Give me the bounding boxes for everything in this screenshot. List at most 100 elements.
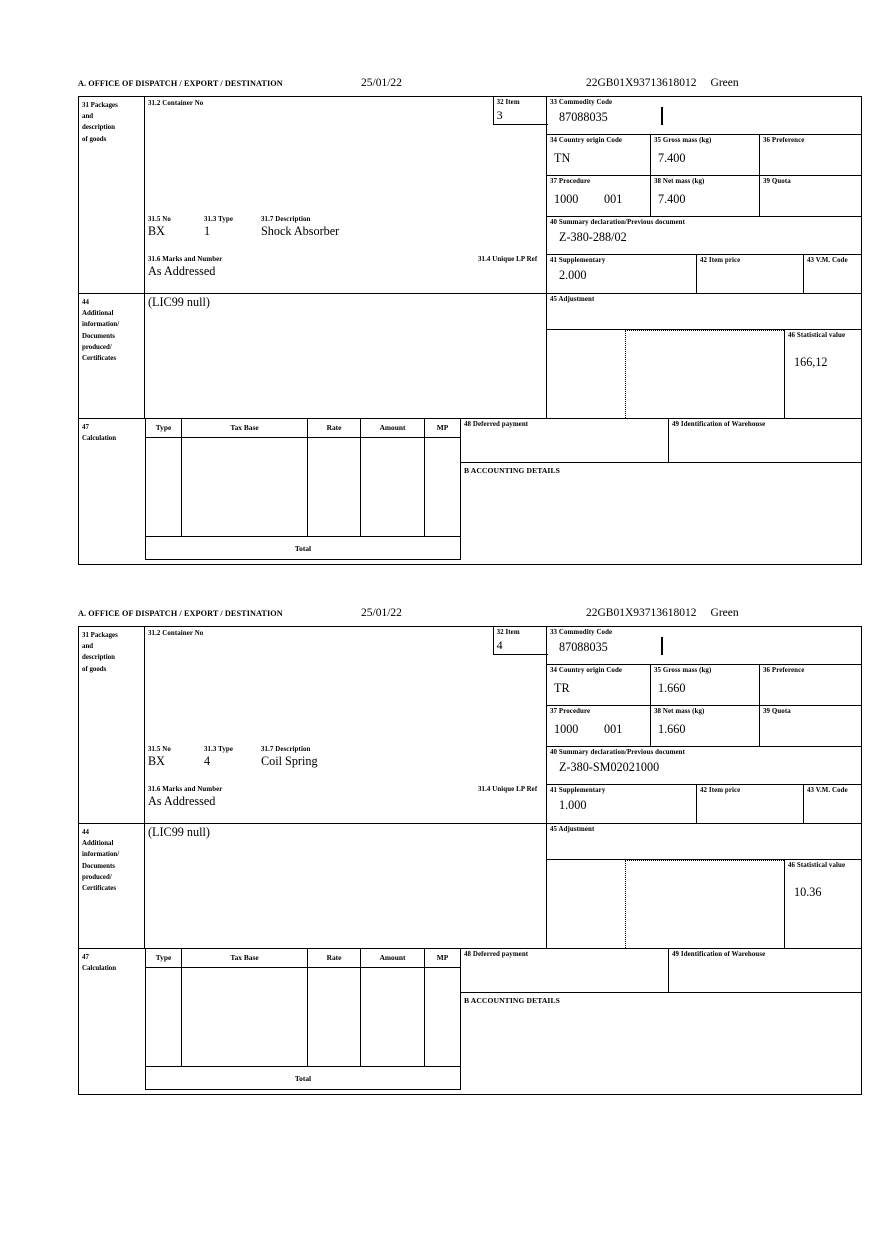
box36-label: 36 Preference [763, 137, 805, 144]
sheet-header: A. OFFICE OF DISPATCH / EXPORT / DESTINA… [78, 77, 862, 96]
declaration-grid: 31 Packages and description of goods 31.… [78, 96, 862, 565]
box42-label: 42 Item price [700, 787, 741, 794]
box34-value: TN [554, 151, 571, 165]
box37-value: 1000 [554, 722, 579, 736]
box42-item-price: 42 Item price [697, 785, 804, 823]
calc-col-rate: Rate [308, 419, 361, 437]
box37-label: 37 Procedure [550, 708, 591, 715]
box31-5-label: 31.5 No [148, 216, 171, 223]
box33-divider-tick [661, 637, 663, 655]
box33-commodity-code: 33 Commodity Code 87088035 [547, 97, 861, 135]
calc-cell-tax-base [182, 968, 308, 1066]
declaration-sheet-1: A. OFFICE OF DISPATCH / EXPORT / DESTINA… [78, 77, 862, 565]
box35-gross-mass: 35 Gross mass (kg) 1.660 [651, 665, 760, 706]
box32-value: 3 [496, 108, 503, 122]
box45-adjustment: 45 Adjustment [547, 294, 861, 330]
box33-label: 33 Commodity Code [550, 99, 613, 106]
box40-value: Z-380-SM02021000 [559, 760, 660, 774]
calc-cell-type [146, 968, 182, 1066]
sheet-header: A. OFFICE OF DISPATCH / EXPORT / DESTINA… [78, 607, 862, 626]
box33-value: 87088035 [559, 110, 608, 124]
box-b-label: B ACCOUNTING DETAILS [464, 466, 560, 475]
box31-4-label: 31.4 Unique LP Ref [478, 256, 538, 263]
right-data-column: 33 Commodity Code 87088035 34 Country or… [547, 627, 861, 823]
box44-stub-label: 44 Additional information/ Documents pro… [79, 294, 145, 418]
declaration-date: 25/01/22 [361, 77, 402, 89]
box42-item-price: 42 Item price [697, 255, 804, 293]
office-of-dispatch-label: A. OFFICE OF DISPATCH / EXPORT / DESTINA… [78, 609, 283, 618]
calc-header-row: Type Tax Base Rate Amount MP [146, 419, 460, 438]
box35-label: 35 Gross mass (kg) [654, 667, 712, 674]
box-b-accounting-details: B ACCOUNTING DETAILS [461, 993, 861, 1090]
calc-col-mp: MP [436, 953, 449, 962]
box31-7-label: 31.7 Description [261, 216, 311, 223]
box32-item: 32 Item 4 [492, 627, 548, 655]
box36-label: 36 Preference [763, 667, 805, 674]
box38-label: 38 Net mass (kg) [654, 178, 705, 185]
box46-dotted-top [625, 330, 784, 331]
box45-label: 45 Adjustment [550, 826, 595, 833]
box47-stub-label: 47 Calculation [82, 954, 117, 973]
box46-statistical-value: 46 Statistical value 10.36 [784, 860, 861, 948]
box31-7-value: Shock Absorber [261, 224, 340, 238]
box46-label: 46 Statistical value [788, 862, 846, 869]
box32-label: 32 Item [496, 629, 520, 636]
calc-header-row: Type Tax Base Rate Amount MP [146, 949, 460, 968]
box34-country-origin: 34 Country origin Code TR [547, 665, 651, 706]
box38-label: 38 Net mass (kg) [654, 708, 705, 715]
box35-gross-mass: 35 Gross mass (kg) 7.400 [651, 135, 760, 176]
box45-label: 45 Adjustment [550, 296, 595, 303]
box37-procedure: 37 Procedure 1000 001 [547, 176, 651, 217]
box39-label: 39 Quota [763, 178, 791, 185]
box34-label: 34 Country origin Code [550, 137, 623, 144]
box31-6-value: As Addressed [148, 794, 216, 808]
calc-col-type: Type [146, 949, 182, 967]
calc-total-row: Total [294, 1074, 312, 1083]
box36-preference: 36 Preference [760, 135, 861, 176]
box35-value: 7.400 [658, 151, 686, 165]
box46-dotted-left [625, 330, 626, 418]
box31-stub-label: 31 Packages and description of goods [79, 627, 145, 823]
box40-label: 40 Summary declaration/Previous document [550, 749, 685, 756]
office-of-dispatch-label: A. OFFICE OF DISPATCH / EXPORT / DESTINA… [78, 79, 283, 88]
box40-previous-document: 40 Summary declaration/Previous document… [547, 217, 861, 255]
box38-value: 7.400 [658, 192, 686, 206]
box31-2-label: 31.2 Container No [148, 630, 204, 637]
box39-label: 39 Quota [763, 708, 791, 715]
box46-dotted-top [625, 860, 784, 861]
box41-value: 2.000 [559, 268, 587, 282]
box49-warehouse-identification: 49 Identification of Warehouse [669, 419, 861, 463]
box41-supplementary: 41 Supplementary 1.000 [547, 785, 697, 823]
box33-value: 87088035 [559, 640, 608, 654]
mrn-number: 22GB01X93713618012 [586, 607, 697, 619]
additional-info-block: 44 Additional information/ Documents pro… [79, 823, 861, 948]
calc-cell-mp [425, 968, 460, 1066]
box48-label: 48 Deferred payment [464, 421, 529, 428]
box31-3-value: 1 [204, 224, 211, 238]
box31-6-label: 31.6 Marks and Number [148, 786, 223, 793]
box48-label: 48 Deferred payment [464, 951, 529, 958]
calc-cell-amount [361, 438, 425, 536]
box31-5-label: 31.5 No [148, 746, 171, 753]
box38-value: 1.660 [658, 722, 686, 736]
declaration-grid: 31 Packages and description of goods 31.… [78, 626, 862, 1095]
box44-stub-label: 44 Additional information/ Documents pro… [79, 824, 145, 948]
box40-label: 40 Summary declaration/Previous document [550, 219, 685, 226]
mrn-number: 22GB01X93713618012 [586, 77, 697, 89]
box41-supplementary: 41 Supplementary 2.000 [547, 255, 697, 293]
lane-colour: Green [710, 607, 739, 619]
box31-6-value: As Addressed [148, 264, 216, 278]
box47-stub-label: 47 Calculation [82, 424, 117, 443]
box43-label: 43 V.M. Code [807, 257, 848, 264]
goods-upper-block: 31 Packages and description of goods 31.… [79, 627, 861, 823]
box31-stub-label: 31 Packages and description of goods [79, 97, 145, 293]
box31-4-label: 31.4 Unique LP Ref [478, 786, 538, 793]
box31-goods-pane: 31.2 Container No 32 Item 3 31.5 No 31.3… [145, 97, 548, 293]
box38-net-mass: 38 Net mass (kg) 7.400 [651, 176, 760, 217]
box49-label: 49 Identification of Warehouse [672, 951, 766, 958]
box31-2-label: 31.2 Container No [148, 100, 204, 107]
calc-col-tax-base: Tax Base [182, 419, 308, 437]
box35-label: 35 Gross mass (kg) [654, 137, 712, 144]
box46-dotted-left [625, 860, 626, 948]
